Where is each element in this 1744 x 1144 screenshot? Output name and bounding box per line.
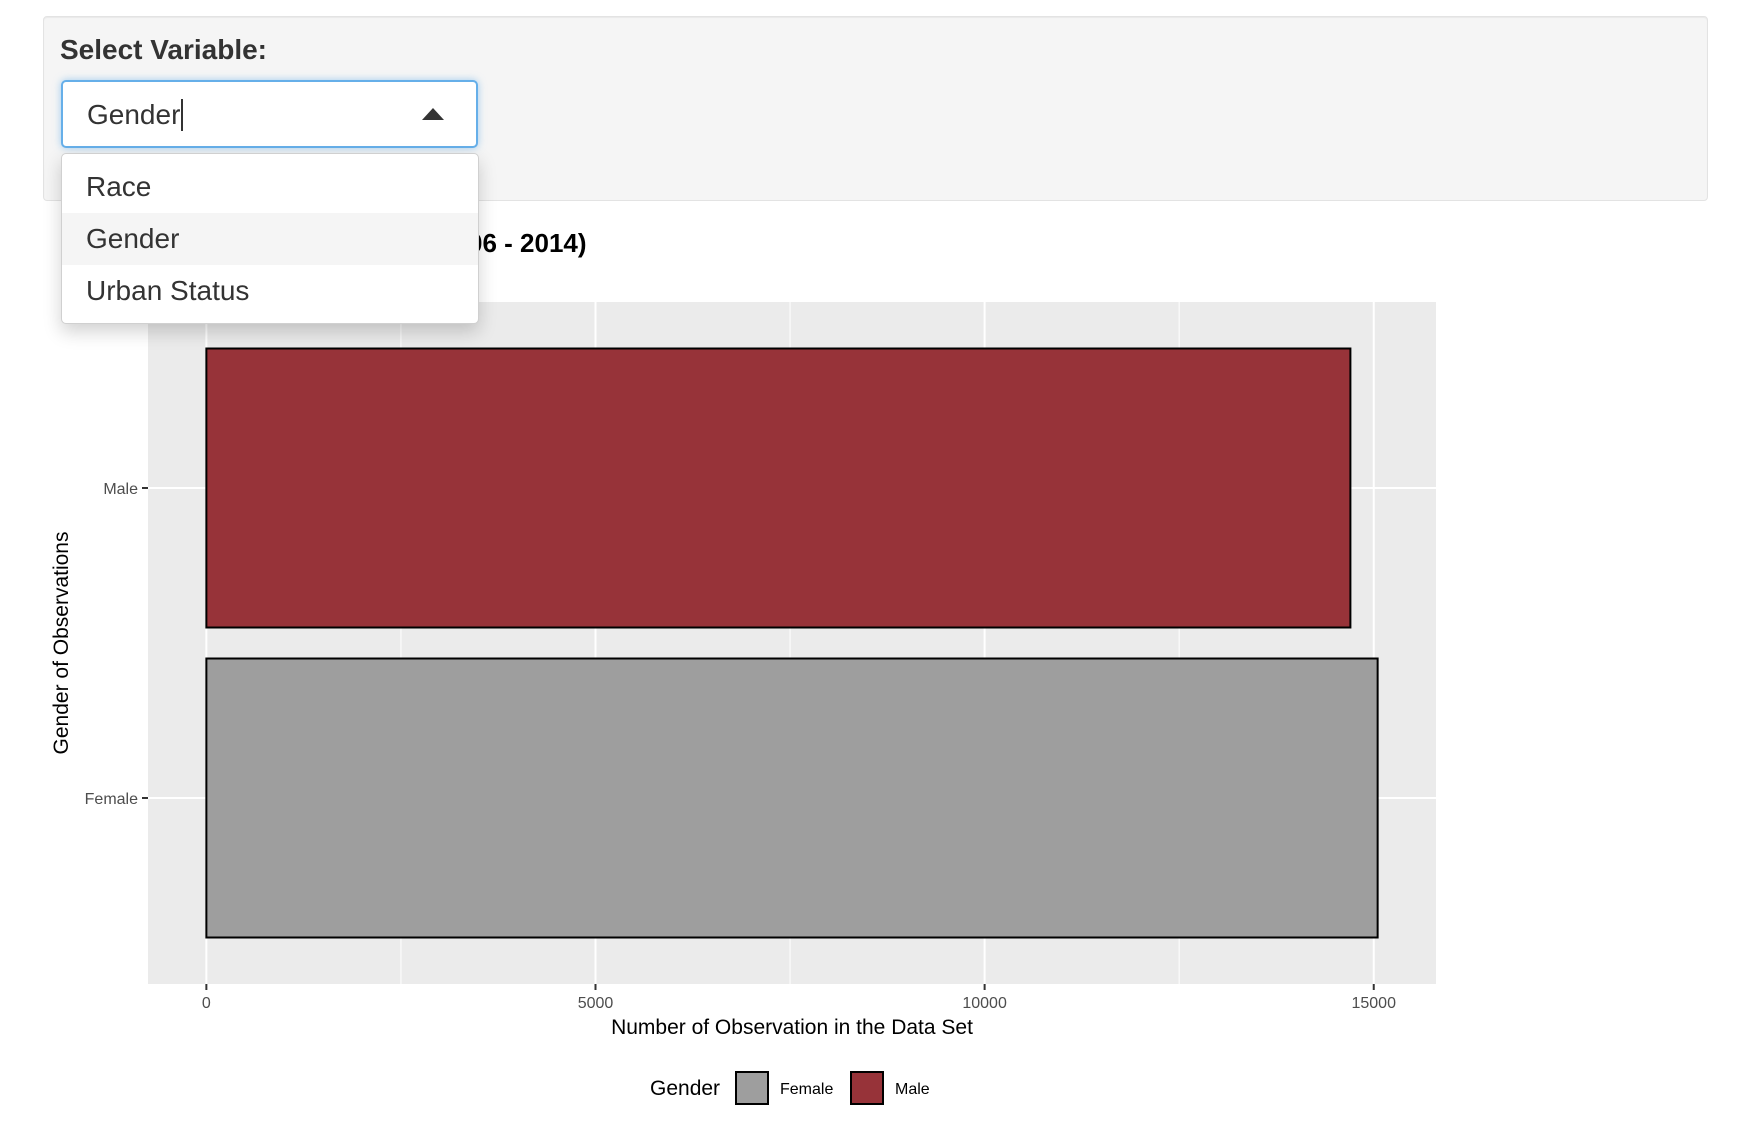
dropdown-arrow-up-icon[interactable] xyxy=(422,108,444,120)
dropdown-option-urban-status[interactable]: Urban Status xyxy=(86,275,250,306)
legend-label-male: Male xyxy=(895,1081,930,1098)
legend-swatch-female xyxy=(735,1071,769,1105)
select-current-value[interactable]: Gender xyxy=(87,99,184,131)
x-tick-label: 5000 xyxy=(578,995,614,1012)
dropdown-option-race[interactable]: Race xyxy=(86,171,152,202)
bar-male xyxy=(205,347,1352,629)
select-variable-label: Select Variable: xyxy=(60,34,268,65)
dropdown-option-gender[interactable]: Gender xyxy=(62,213,478,265)
x-tick-label: 0 xyxy=(202,995,211,1012)
bar-female xyxy=(205,657,1379,939)
text-cursor xyxy=(181,99,184,131)
variable-select[interactable]: Gender xyxy=(61,80,478,148)
x-tick-label: 15000 xyxy=(1351,995,1396,1012)
x-axis-title: Number of Observation in the Data Set xyxy=(611,1016,973,1039)
chart-title: 06 - 2014) xyxy=(468,228,587,258)
x-tick-label: 10000 xyxy=(962,995,1007,1012)
legend-swatch-male xyxy=(850,1071,884,1105)
y-tick-label-female: Female xyxy=(85,791,138,808)
y-tick-label-male: Male xyxy=(103,481,138,498)
variable-dropdown-menu: Race Gender Urban Status xyxy=(61,153,479,324)
legend-title: Gender xyxy=(650,1077,720,1100)
legend-label-female: Female xyxy=(780,1081,833,1098)
y-axis-title: Gender of Observations xyxy=(50,532,73,755)
